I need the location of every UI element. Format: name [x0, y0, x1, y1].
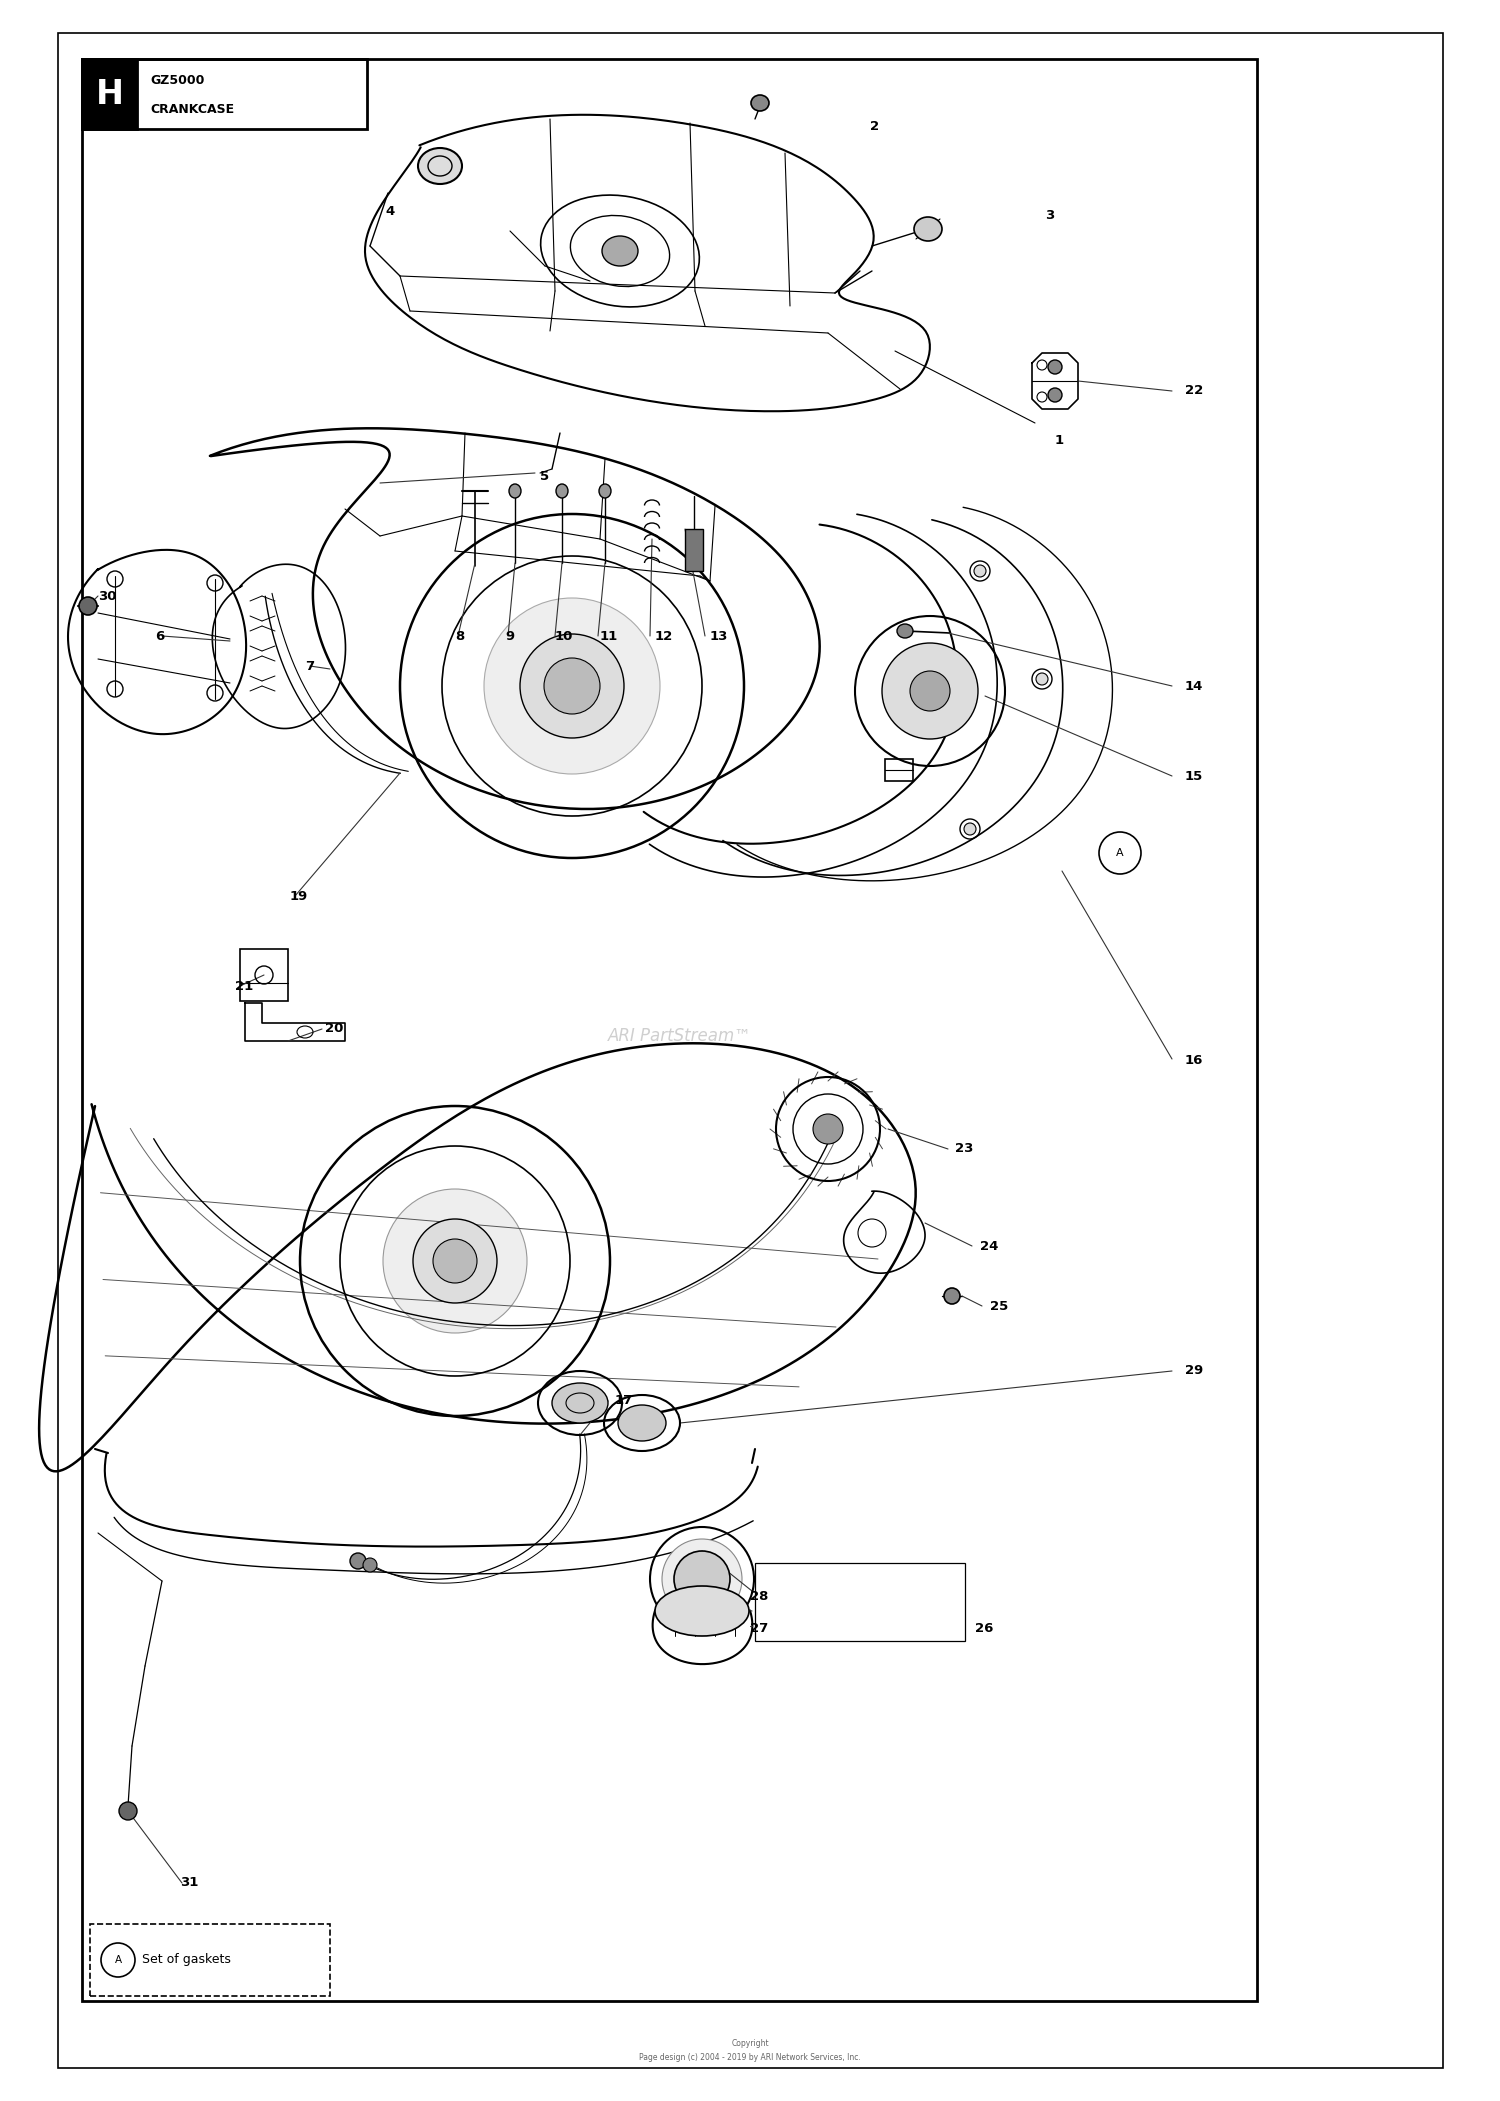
Bar	[885, 758, 914, 782]
Text: 4: 4	[386, 204, 394, 219]
Ellipse shape	[509, 483, 520, 498]
Ellipse shape	[1048, 359, 1062, 374]
Ellipse shape	[944, 1288, 960, 1305]
Ellipse shape	[656, 1586, 748, 1637]
Ellipse shape	[897, 624, 914, 639]
Ellipse shape	[598, 483, 610, 498]
Text: 12: 12	[656, 630, 674, 643]
Ellipse shape	[413, 1219, 497, 1303]
Bar	[686, 529, 703, 571]
Text: 13: 13	[710, 630, 729, 643]
Ellipse shape	[674, 1551, 730, 1607]
Ellipse shape	[433, 1240, 477, 1284]
Ellipse shape	[813, 1114, 843, 1145]
Text: Set of gaskets: Set of gaskets	[142, 1954, 231, 1967]
Bar	[754, 1563, 964, 1641]
Bar	[90, 1925, 330, 1996]
Text: 30: 30	[98, 590, 117, 603]
Text: 11: 11	[600, 630, 618, 643]
Text: 15: 15	[1185, 769, 1203, 782]
Text: 31: 31	[180, 1876, 198, 1889]
Ellipse shape	[1048, 389, 1062, 401]
Ellipse shape	[914, 216, 942, 242]
Text: 9: 9	[506, 630, 515, 643]
Ellipse shape	[419, 147, 462, 185]
Ellipse shape	[544, 658, 600, 714]
Text: 19: 19	[290, 889, 309, 903]
Text: 26: 26	[975, 1622, 993, 1635]
Text: CRANKCASE: CRANKCASE	[150, 103, 234, 116]
Ellipse shape	[662, 1540, 742, 1620]
Text: H: H	[96, 78, 123, 111]
Text: 3: 3	[1046, 210, 1054, 223]
Text: 1: 1	[1054, 435, 1064, 448]
Text: 6: 6	[154, 630, 165, 643]
Ellipse shape	[80, 597, 98, 616]
Text: 14: 14	[1185, 679, 1203, 693]
Bar	[82, 59, 1257, 2000]
Text: 8: 8	[454, 630, 465, 643]
Text: 17: 17	[615, 1395, 633, 1408]
Text: GZ5000: GZ5000	[150, 74, 204, 86]
Text: 29: 29	[1185, 1364, 1203, 1378]
Text: 16: 16	[1185, 1055, 1203, 1067]
Text: 22: 22	[1185, 384, 1203, 397]
Ellipse shape	[1036, 672, 1048, 685]
Ellipse shape	[363, 1559, 376, 1572]
Ellipse shape	[964, 824, 976, 834]
Ellipse shape	[350, 1553, 366, 1569]
Ellipse shape	[556, 483, 568, 498]
Text: 2: 2	[870, 120, 879, 132]
Ellipse shape	[552, 1382, 608, 1422]
Ellipse shape	[618, 1406, 666, 1441]
Text: 28: 28	[750, 1590, 768, 1603]
Ellipse shape	[752, 95, 770, 111]
Bar	[240, 950, 288, 1000]
Text: 27: 27	[750, 1622, 768, 1635]
Text: A: A	[114, 1956, 122, 1964]
Text: 20: 20	[326, 1023, 344, 1036]
Ellipse shape	[520, 635, 624, 737]
Ellipse shape	[118, 1803, 136, 1819]
Text: Page design (c) 2004 - 2019 by ARI Network Services, Inc.: Page design (c) 2004 - 2019 by ARI Netwo…	[639, 2053, 861, 2061]
Ellipse shape	[974, 565, 986, 578]
Text: ARI PartStream™: ARI PartStream™	[608, 1027, 752, 1044]
Bar	[82, 59, 368, 128]
Text: 7: 7	[304, 660, 313, 672]
Text: 23: 23	[956, 1143, 974, 1156]
Ellipse shape	[484, 599, 660, 773]
Ellipse shape	[882, 643, 978, 740]
Text: 24: 24	[980, 1240, 999, 1252]
Text: 25: 25	[990, 1301, 1008, 1313]
Text: 21: 21	[236, 979, 254, 992]
Ellipse shape	[602, 235, 638, 267]
Ellipse shape	[910, 670, 950, 710]
Ellipse shape	[382, 1189, 526, 1332]
Bar	[82, 59, 136, 128]
Text: Copyright: Copyright	[730, 2038, 770, 2048]
Text: A: A	[1116, 849, 1124, 857]
Text: 10: 10	[555, 630, 573, 643]
Text: 5: 5	[540, 469, 549, 483]
